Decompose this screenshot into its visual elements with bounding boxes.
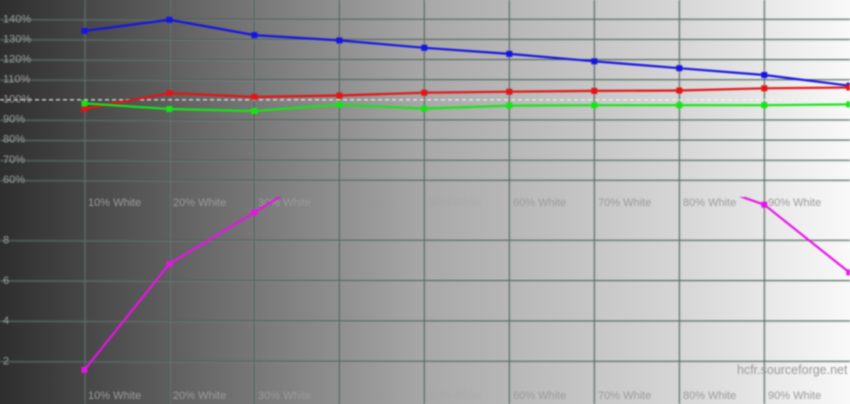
svg-text:60%: 60% — [3, 174, 25, 186]
svg-text:80%: 80% — [3, 134, 25, 146]
svg-text:140%: 140% — [3, 14, 31, 26]
svg-text:20% White: 20% White — [173, 197, 226, 209]
svg-text:10% White: 10% White — [88, 390, 141, 402]
svg-text:90% White: 90% White — [768, 197, 821, 209]
svg-text:40% White: 40% White — [343, 390, 396, 402]
svg-text:50% White: 50% White — [428, 197, 481, 209]
svg-text:90% White: 90% White — [768, 390, 821, 402]
svg-text:8: 8 — [3, 235, 9, 247]
svg-text:90%: 90% — [3, 114, 25, 126]
svg-text:100%: 100% — [3, 94, 31, 106]
svg-text:6: 6 — [3, 275, 9, 287]
svg-text:110%: 110% — [3, 74, 31, 86]
svg-text:130%: 130% — [3, 34, 31, 46]
svg-text:20% White: 20% White — [173, 390, 226, 402]
svg-text:hcfr.sourceforge.net: hcfr.sourceforge.net — [737, 363, 848, 377]
svg-text:70% White: 70% White — [598, 197, 651, 209]
svg-text:30% White: 30% White — [258, 197, 311, 209]
svg-text:70% White: 70% White — [598, 390, 651, 402]
svg-text:80% White: 80% White — [683, 197, 736, 209]
svg-text:50% White: 50% White — [428, 390, 481, 402]
svg-text:2: 2 — [3, 356, 9, 368]
svg-text:10% White: 10% White — [88, 197, 141, 209]
svg-text:80% White: 80% White — [683, 390, 736, 402]
svg-text:30% White: 30% White — [258, 390, 311, 402]
svg-text:60% White: 60% White — [513, 390, 566, 402]
svg-text:60% White: 60% White — [513, 197, 566, 209]
svg-text:4: 4 — [3, 315, 9, 327]
svg-text:40% White: 40% White — [343, 197, 396, 209]
svg-text:70%: 70% — [3, 154, 25, 166]
svg-text:120%: 120% — [3, 54, 31, 66]
